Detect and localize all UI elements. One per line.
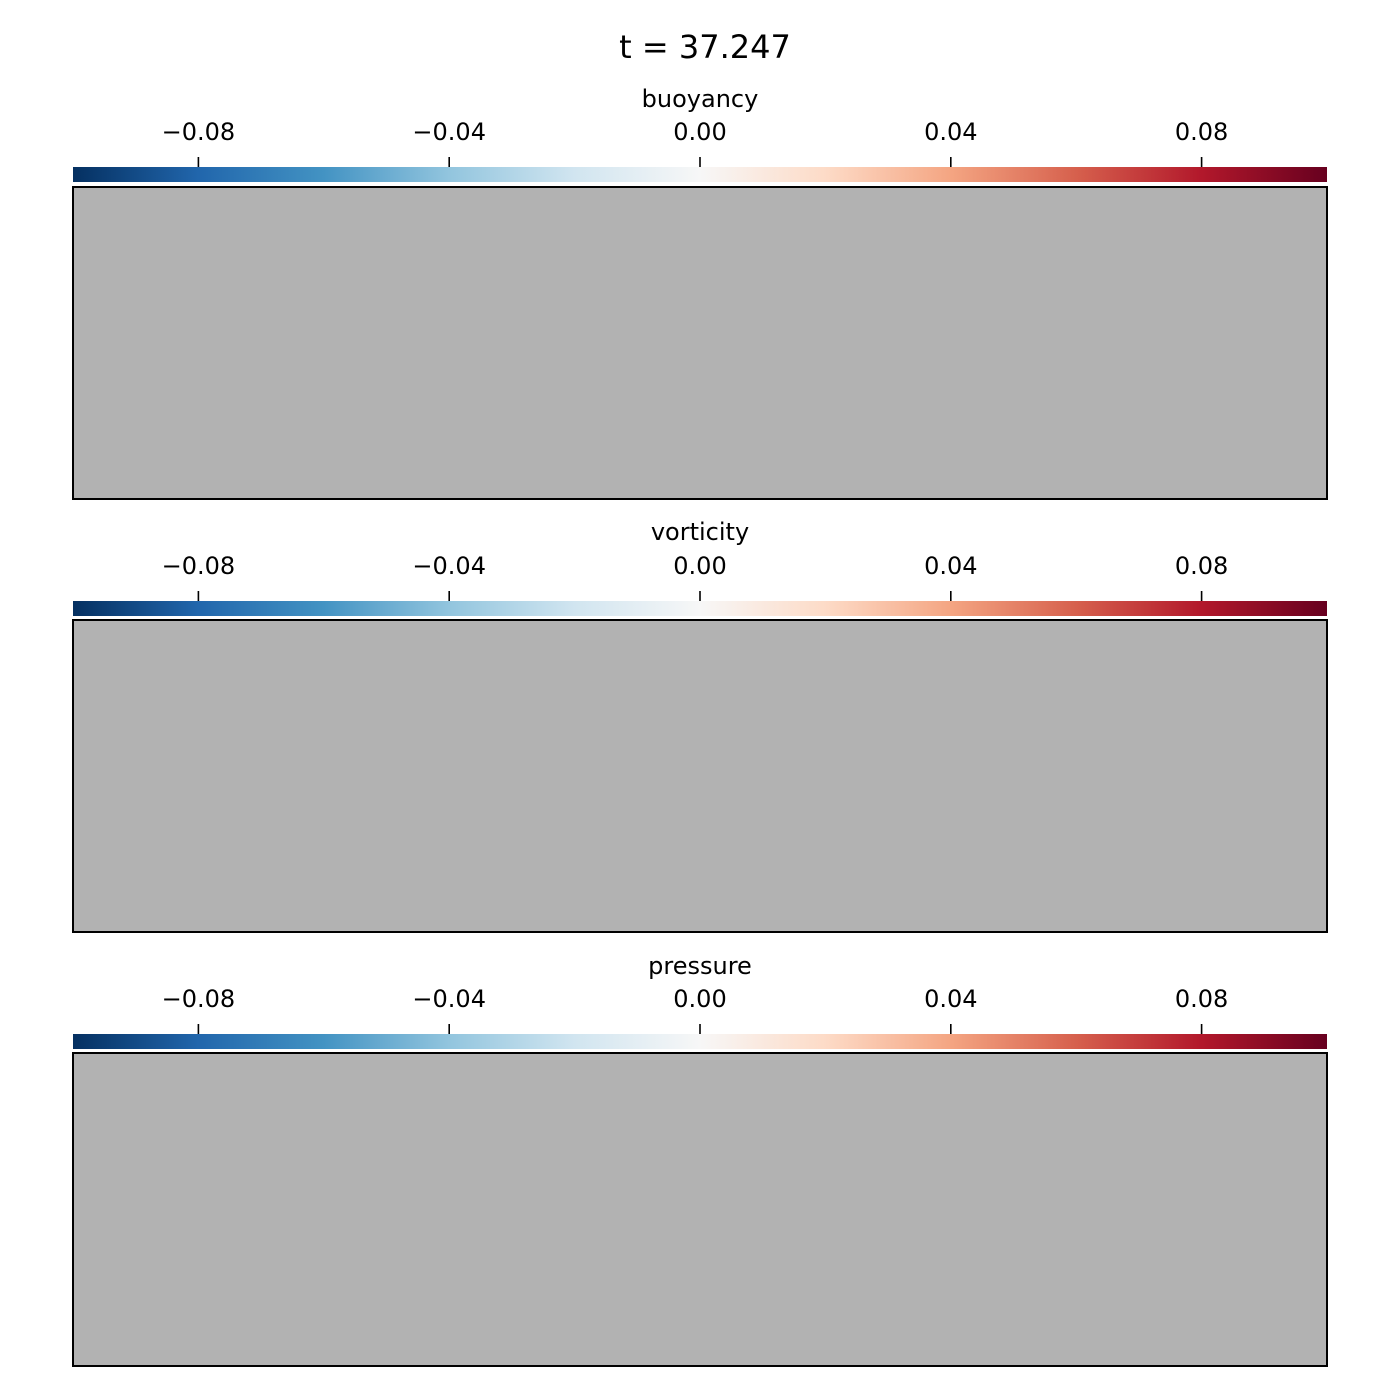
colorbar-tick-label: 0.00 [673,985,726,1013]
field-plot-area [72,619,1328,933]
colorbar-tick-label: −0.04 [412,985,486,1013]
colorbar-tick-label: 0.08 [1175,118,1228,146]
colorbar-tick-label: 0.08 [1175,552,1228,580]
field-plot-area [72,1052,1328,1367]
colorbar-tick-label: 0.04 [924,552,977,580]
colorbar-tick-label: −0.08 [162,552,236,580]
colorbar [73,601,1327,616]
field-plot-area [72,186,1328,500]
colorbar-tick-label: 0.00 [673,552,726,580]
colorbar-tick-label: −0.04 [412,118,486,146]
panel-vorticity: vorticity −0.08 −0.04 0.00 0.04 0.08 [72,518,1328,933]
colorbar-tick-label: −0.04 [412,552,486,580]
colorbar-tick-label: 0.04 [924,985,977,1013]
colorbar [73,167,1327,182]
panel-pressure: pressure −0.08 −0.04 0.00 0.04 0.08 [72,952,1328,1367]
panel-title: pressure [648,952,752,980]
colorbar-tick-label: 0.00 [673,118,726,146]
colorbar-tick-label: 0.08 [1175,985,1228,1013]
colorbar [73,1034,1327,1049]
panel-buoyancy: buoyancy −0.08 −0.04 0.00 0.04 0.08 [72,85,1328,500]
figure-title: t = 37.247 [619,28,791,66]
panel-title: buoyancy [642,85,759,113]
colorbar-tick-label: 0.04 [924,118,977,146]
colorbar-tick-label: −0.08 [162,985,236,1013]
panel-title: vorticity [651,518,749,546]
colorbar-tick-label: −0.08 [162,118,236,146]
